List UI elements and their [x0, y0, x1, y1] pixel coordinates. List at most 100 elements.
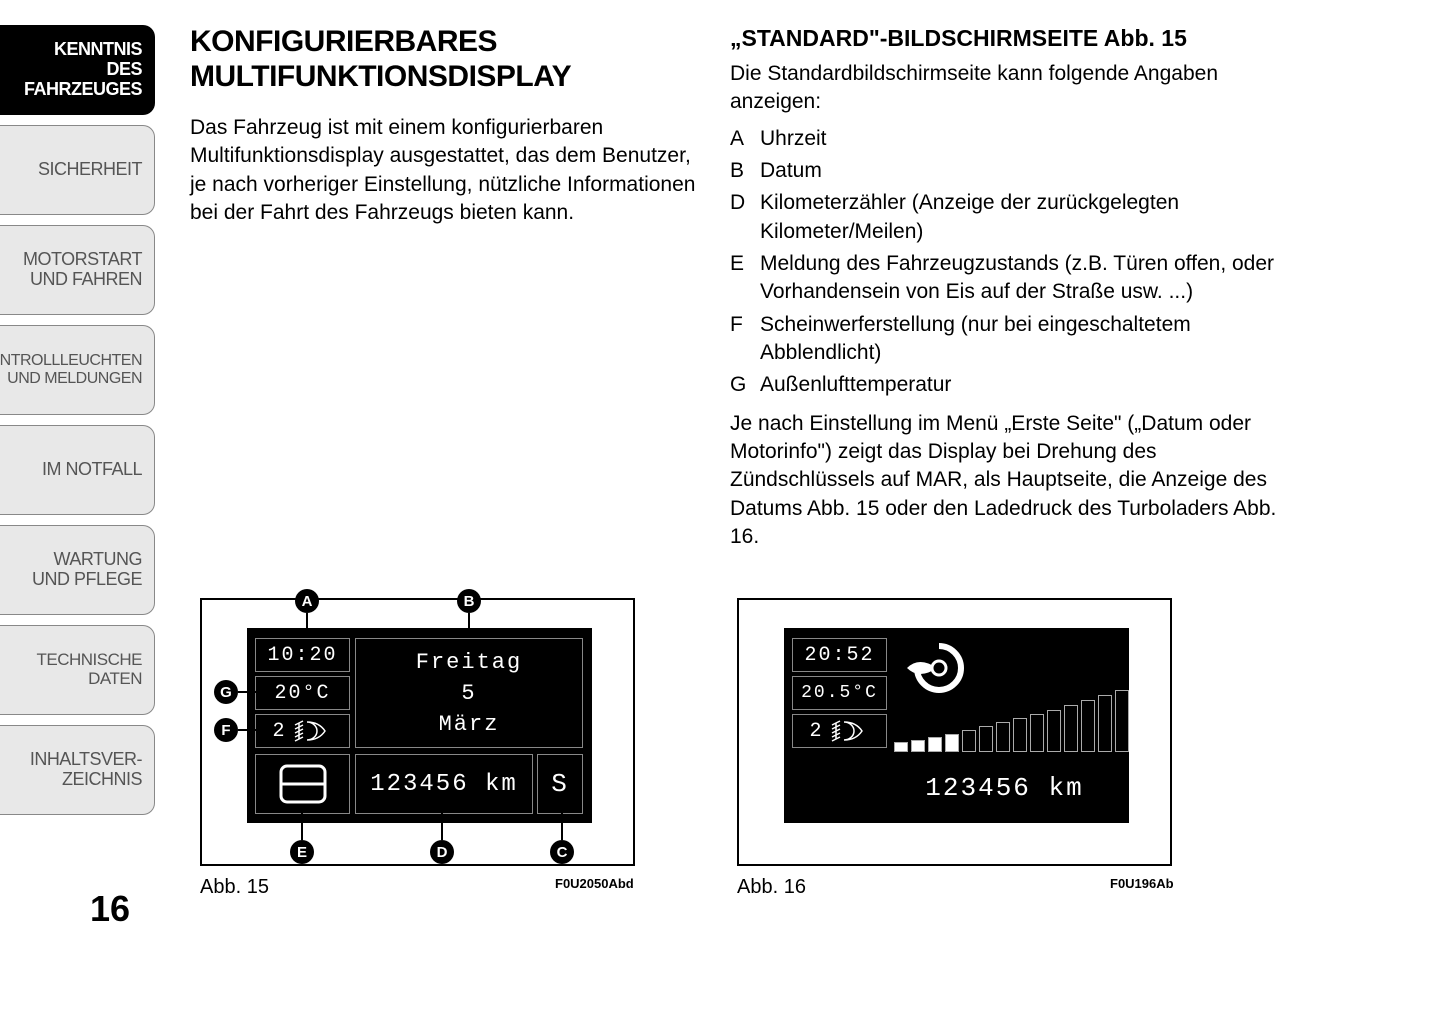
def-val: Kilometerzähler (Anzeige der zurückgeleg… — [760, 189, 1300, 246]
boost-bar — [1115, 690, 1129, 752]
tab-label: KONTROLLLEUCHTEN UND MELDUNGEN — [0, 352, 142, 387]
boost-bar — [1064, 705, 1078, 752]
boost-bar — [996, 722, 1010, 752]
lead-line — [238, 729, 260, 731]
time-cell: 10:20 — [255, 638, 350, 672]
boost-bar — [928, 737, 942, 752]
label-b: B — [457, 589, 481, 613]
def-val: Uhrzeit — [760, 125, 827, 153]
headlight-level: 2 — [272, 720, 286, 743]
door-open-icon — [275, 760, 331, 808]
label-g: G — [214, 680, 238, 704]
def-row: DKilometerzähler (Anzeige der zurückgele… — [730, 189, 1300, 246]
lead-line — [301, 810, 303, 840]
page-title: KONFIGURIERBARES MULTIFUNKTIONSDISPLAY — [190, 25, 700, 94]
boost-bars — [894, 686, 1129, 752]
tab-notfall[interactable]: IM NOTFALL — [0, 425, 155, 515]
odometer-value: 123456 km — [925, 773, 1083, 803]
headlight-cell: 2 — [792, 714, 887, 748]
right-intro: Die Standardbildschirmseite kann folgend… — [730, 60, 1300, 117]
lead-line — [441, 810, 443, 840]
tab-label: TECHNISCHE DATEN — [0, 651, 142, 688]
def-key: A — [730, 125, 760, 153]
boost-bar — [1030, 714, 1044, 752]
def-row: EMeldung des Fahrzeugzustands (z.B. Türe… — [730, 250, 1300, 307]
tab-label: INHALTSVER- ZEICHNIS — [30, 750, 142, 790]
fig16-code: F0U196Ab — [1110, 876, 1174, 891]
odometer-cell: 123456 km — [355, 754, 533, 814]
lead-line — [306, 613, 308, 635]
tab-label: WARTUNG UND PFLEGE — [32, 550, 142, 590]
figure-16-box: 20:52 20.5°C 2 123456 km — [737, 598, 1172, 866]
main-column: KONFIGURIERBARES MULTIFUNKTIONSDISPLAY D… — [190, 25, 700, 227]
fig16-caption: Abb. 16 — [737, 876, 806, 899]
tab-kenntnis[interactable]: KENNTNIS DES FAHRZEUGES — [0, 25, 155, 115]
label-a: A — [295, 589, 319, 613]
tab-motorstart[interactable]: MOTORSTART UND FAHREN — [0, 225, 155, 315]
tab-label: SICHERHEIT — [38, 160, 142, 180]
odometer-cell: 123456 km — [892, 763, 1117, 813]
date-cell: Freitag 5 März — [355, 638, 583, 748]
headlight-icon — [830, 719, 870, 743]
tab-wartung[interactable]: WARTUNG UND PFLEGE — [0, 525, 155, 615]
boost-bar — [1047, 710, 1061, 752]
def-row: FScheinwerferstellung (nur bei eingescha… — [730, 311, 1300, 368]
lead-line — [238, 691, 260, 693]
tab-label: IM NOTFALL — [42, 460, 142, 480]
boost-bar — [894, 742, 908, 752]
day-name: Freitag — [416, 650, 522, 675]
month-name: März — [439, 712, 500, 737]
def-val: Außenlufttemperatur — [760, 371, 951, 399]
boost-bar — [1098, 695, 1112, 752]
boost-bar — [911, 740, 925, 752]
label-e: E — [290, 840, 314, 864]
label-c: C — [550, 840, 574, 864]
boost-bar — [945, 734, 959, 752]
boost-bar — [1013, 718, 1027, 752]
lead-line — [468, 613, 470, 635]
odometer-value: 123456 km — [370, 771, 518, 798]
temp-cell: 20°C — [255, 676, 350, 710]
def-key: D — [730, 189, 760, 246]
day-number: 5 — [461, 681, 476, 706]
tab-inhaltsverzeichnis[interactable]: INHALTSVER- ZEICHNIS — [0, 725, 155, 815]
boost-bar — [1081, 700, 1095, 752]
headlight-cell: 2 — [255, 714, 350, 748]
right-outro: Je nach Einstellung im Menü „Erste Seite… — [730, 410, 1300, 552]
lead-line — [561, 810, 563, 840]
boost-bar — [979, 726, 993, 752]
time-value: 10:20 — [267, 644, 337, 667]
fig15-code: F0U2050Abd — [555, 876, 634, 891]
display-screen-16: 20:52 20.5°C 2 123456 km — [784, 628, 1129, 823]
def-val: Meldung des Fahrzeugzustands (z.B. Türen… — [760, 250, 1300, 307]
tab-label: MOTORSTART UND FAHREN — [23, 250, 142, 290]
def-key: G — [730, 371, 760, 399]
def-row: BDatum — [730, 157, 1300, 185]
section-heading: „STANDARD"-BILDSCHIRMSEITE Abb. 15 — [730, 25, 1300, 52]
def-key: F — [730, 311, 760, 368]
def-key: E — [730, 250, 760, 307]
headlight-level: 2 — [809, 720, 823, 743]
def-row: AUhrzeit — [730, 125, 1300, 153]
right-column: „STANDARD"-BILDSCHIRMSEITE Abb. 15 Die S… — [730, 25, 1300, 558]
temp-value: 20.5°C — [801, 683, 878, 703]
boost-bar — [962, 730, 976, 752]
door-icon-cell — [255, 754, 350, 814]
tab-sicherheit[interactable]: SICHERHEIT — [0, 125, 155, 215]
label-f: F — [214, 718, 238, 742]
tab-technische-daten[interactable]: TECHNISCHE DATEN — [0, 625, 155, 715]
label-d: D — [430, 840, 454, 864]
gear-value: S — [551, 769, 569, 799]
def-val: Datum — [760, 157, 822, 185]
temp-cell: 20.5°C — [792, 676, 887, 710]
sidebar-nav: KENNTNIS DES FAHRZEUGES SICHERHEIT MOTOR… — [0, 25, 155, 825]
time-cell: 20:52 — [792, 638, 887, 672]
tab-label: KENNTNIS DES FAHRZEUGES — [0, 40, 142, 99]
def-val: Scheinwerferstellung (nur bei eingeschal… — [760, 311, 1300, 368]
time-value: 20:52 — [804, 644, 874, 667]
def-row: GAußenlufttemperatur — [730, 371, 1300, 399]
headlight-icon — [293, 719, 333, 743]
gear-cell: S — [537, 754, 583, 814]
tab-kontrollleuchten[interactable]: KONTROLLLEUCHTEN UND MELDUNGEN — [0, 325, 155, 415]
display-screen-15: 10:20 20°C 2 Freitag 5 März 123456 km S — [247, 628, 592, 823]
